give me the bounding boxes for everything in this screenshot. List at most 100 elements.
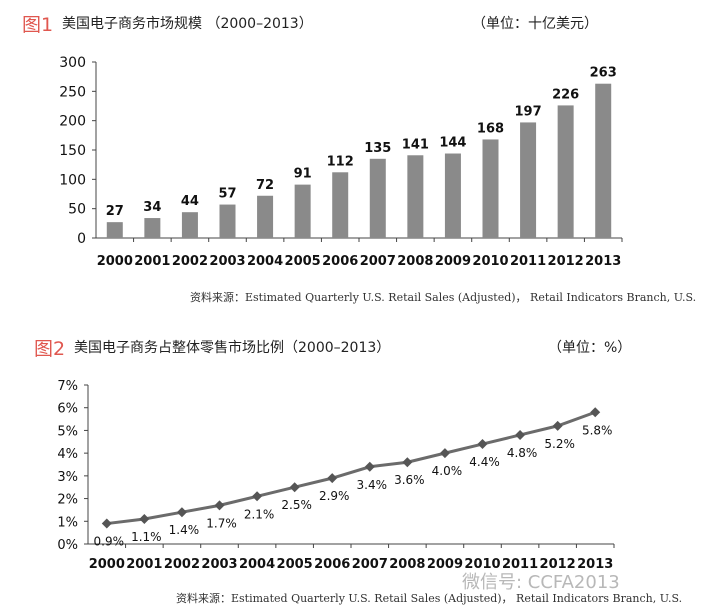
y-tick-label: 150 <box>59 143 86 159</box>
y-tick-label: 300 <box>59 55 86 71</box>
bar-value-label: 44 <box>181 194 199 209</box>
figure2-header: 图2 美国电子商务占整体零售市场比例（2000–2013） （单位：%） <box>0 334 707 360</box>
bar-value-label: 263 <box>590 66 617 81</box>
x-tick-label: 2001 <box>126 557 162 572</box>
data-label: 5.8% <box>582 423 613 437</box>
data-point-marker <box>101 518 112 529</box>
bar <box>181 212 198 238</box>
y-tick-label: 4% <box>57 447 78 462</box>
data-point-marker <box>590 407 601 418</box>
x-tick-label: 2007 <box>352 557 388 572</box>
data-label: 2.5% <box>281 498 312 512</box>
x-tick-label: 2002 <box>172 254 208 269</box>
y-tick-label: 7% <box>57 379 78 394</box>
x-tick-label: 2003 <box>209 254 245 269</box>
data-label: 2.1% <box>244 507 275 521</box>
bar-value-label: 135 <box>364 141 391 156</box>
data-label: 4.8% <box>507 446 538 460</box>
x-tick-label: 2011 <box>510 254 546 269</box>
bar <box>257 195 274 238</box>
x-tick-label: 2000 <box>89 557 125 572</box>
data-label: 1.1% <box>131 530 162 544</box>
x-tick-label: 2008 <box>389 557 425 572</box>
x-tick-label: 2006 <box>322 254 358 269</box>
bar <box>332 172 349 238</box>
x-tick-label: 2000 <box>97 254 133 269</box>
bar <box>520 122 537 238</box>
bar <box>369 158 386 238</box>
data-label: 1.4% <box>169 523 200 537</box>
x-tick-label: 2004 <box>247 254 283 269</box>
x-tick-label: 2009 <box>427 557 463 572</box>
data-label: 3.6% <box>394 473 425 487</box>
line-chart: 0% 1% 2% 3% 4% 5% 6% 7% 0.9% 2000 1.1% 2001 1.4% 2002… <box>57 379 615 572</box>
data-point-marker <box>439 448 450 459</box>
data-point-marker <box>515 429 526 440</box>
bar-value-label: 144 <box>439 136 466 151</box>
y-tick-label: 100 <box>59 172 86 188</box>
x-tick-label: 2005 <box>285 254 321 269</box>
figure1-source: 资料来源：Estimated Quarterly U.S. Retail Sal… <box>190 291 697 304</box>
data-label: 4.4% <box>469 455 500 469</box>
data-point-marker <box>214 500 225 511</box>
y-tick-label: 200 <box>59 114 86 130</box>
x-tick-label: 2008 <box>397 254 433 269</box>
bar-value-label: 168 <box>477 121 504 136</box>
bar-value-label: 91 <box>294 167 312 182</box>
figure2-unit: （单位：%） <box>548 340 632 356</box>
y-tick-label: 2% <box>57 493 78 508</box>
bar <box>407 155 424 238</box>
bar-value-label: 27 <box>106 204 124 219</box>
wechat-watermark: 微信号: CCFA2013 <box>462 572 620 593</box>
bar-chart: 0 50 100 150 200 250 300 27 2000 34 2001 44 2002 57 20… <box>59 55 623 269</box>
data-point-marker <box>364 461 375 472</box>
x-tick-label: 2009 <box>435 254 471 269</box>
series-line <box>106 410 596 526</box>
x-tick-label: 2002 <box>164 557 200 572</box>
y-tick-label: 1% <box>57 515 78 530</box>
data-label: 0.9% <box>94 535 125 549</box>
bar <box>444 153 461 238</box>
x-tick-label: 2013 <box>577 557 613 572</box>
x-tick-label: 2012 <box>540 557 576 572</box>
bar <box>557 105 574 238</box>
figure2-label: 图2 <box>34 338 66 360</box>
bar-value-label: 141 <box>402 137 429 152</box>
x-tick-label: 2010 <box>464 557 500 572</box>
data-point-marker <box>477 439 488 450</box>
data-label: 5.2% <box>544 437 575 451</box>
data-label: 2.9% <box>319 489 350 503</box>
figure1-title: 美国电子商务市场规模 （2000–2013） <box>62 16 313 32</box>
x-tick-label: 2007 <box>360 254 396 269</box>
bar <box>219 204 236 238</box>
bar-value-label: 72 <box>256 178 274 193</box>
x-tick-label: 2006 <box>314 557 350 572</box>
x-tick-label: 2004 <box>239 557 275 572</box>
data-point-marker <box>552 420 563 431</box>
data-label: 4.0% <box>432 464 463 478</box>
y-tick-label: 250 <box>59 84 86 100</box>
x-tick-label: 2011 <box>502 557 538 572</box>
bar-value-label: 197 <box>515 104 542 119</box>
figure2-source: 资料来源：Estimated Quarterly U.S. Retail Sal… <box>176 592 683 605</box>
x-tick-label: 2010 <box>472 254 508 269</box>
data-point-marker <box>402 457 413 468</box>
x-tick-label: 2003 <box>201 557 237 572</box>
y-tick-label: 0 <box>77 231 86 247</box>
data-point-marker <box>176 507 187 518</box>
data-label: 3.4% <box>357 478 388 492</box>
data-label: 1.7% <box>206 516 237 530</box>
x-tick-label: 2012 <box>548 254 584 269</box>
y-tick-label: 50 <box>68 202 86 218</box>
data-point-marker <box>139 514 150 525</box>
bar <box>106 222 123 238</box>
y-tick-label: 0% <box>57 538 78 553</box>
figure1-unit: （单位：十亿美元） <box>472 16 598 32</box>
y-tick-label: 3% <box>57 470 78 485</box>
bar <box>144 218 161 238</box>
figure2-title: 美国电子商务占整体零售市场比例（2000–2013） <box>74 340 391 356</box>
bar-value-label: 226 <box>552 87 579 102</box>
bar <box>482 139 499 238</box>
x-tick-label: 2001 <box>134 254 170 269</box>
bar-value-label: 34 <box>143 200 161 215</box>
